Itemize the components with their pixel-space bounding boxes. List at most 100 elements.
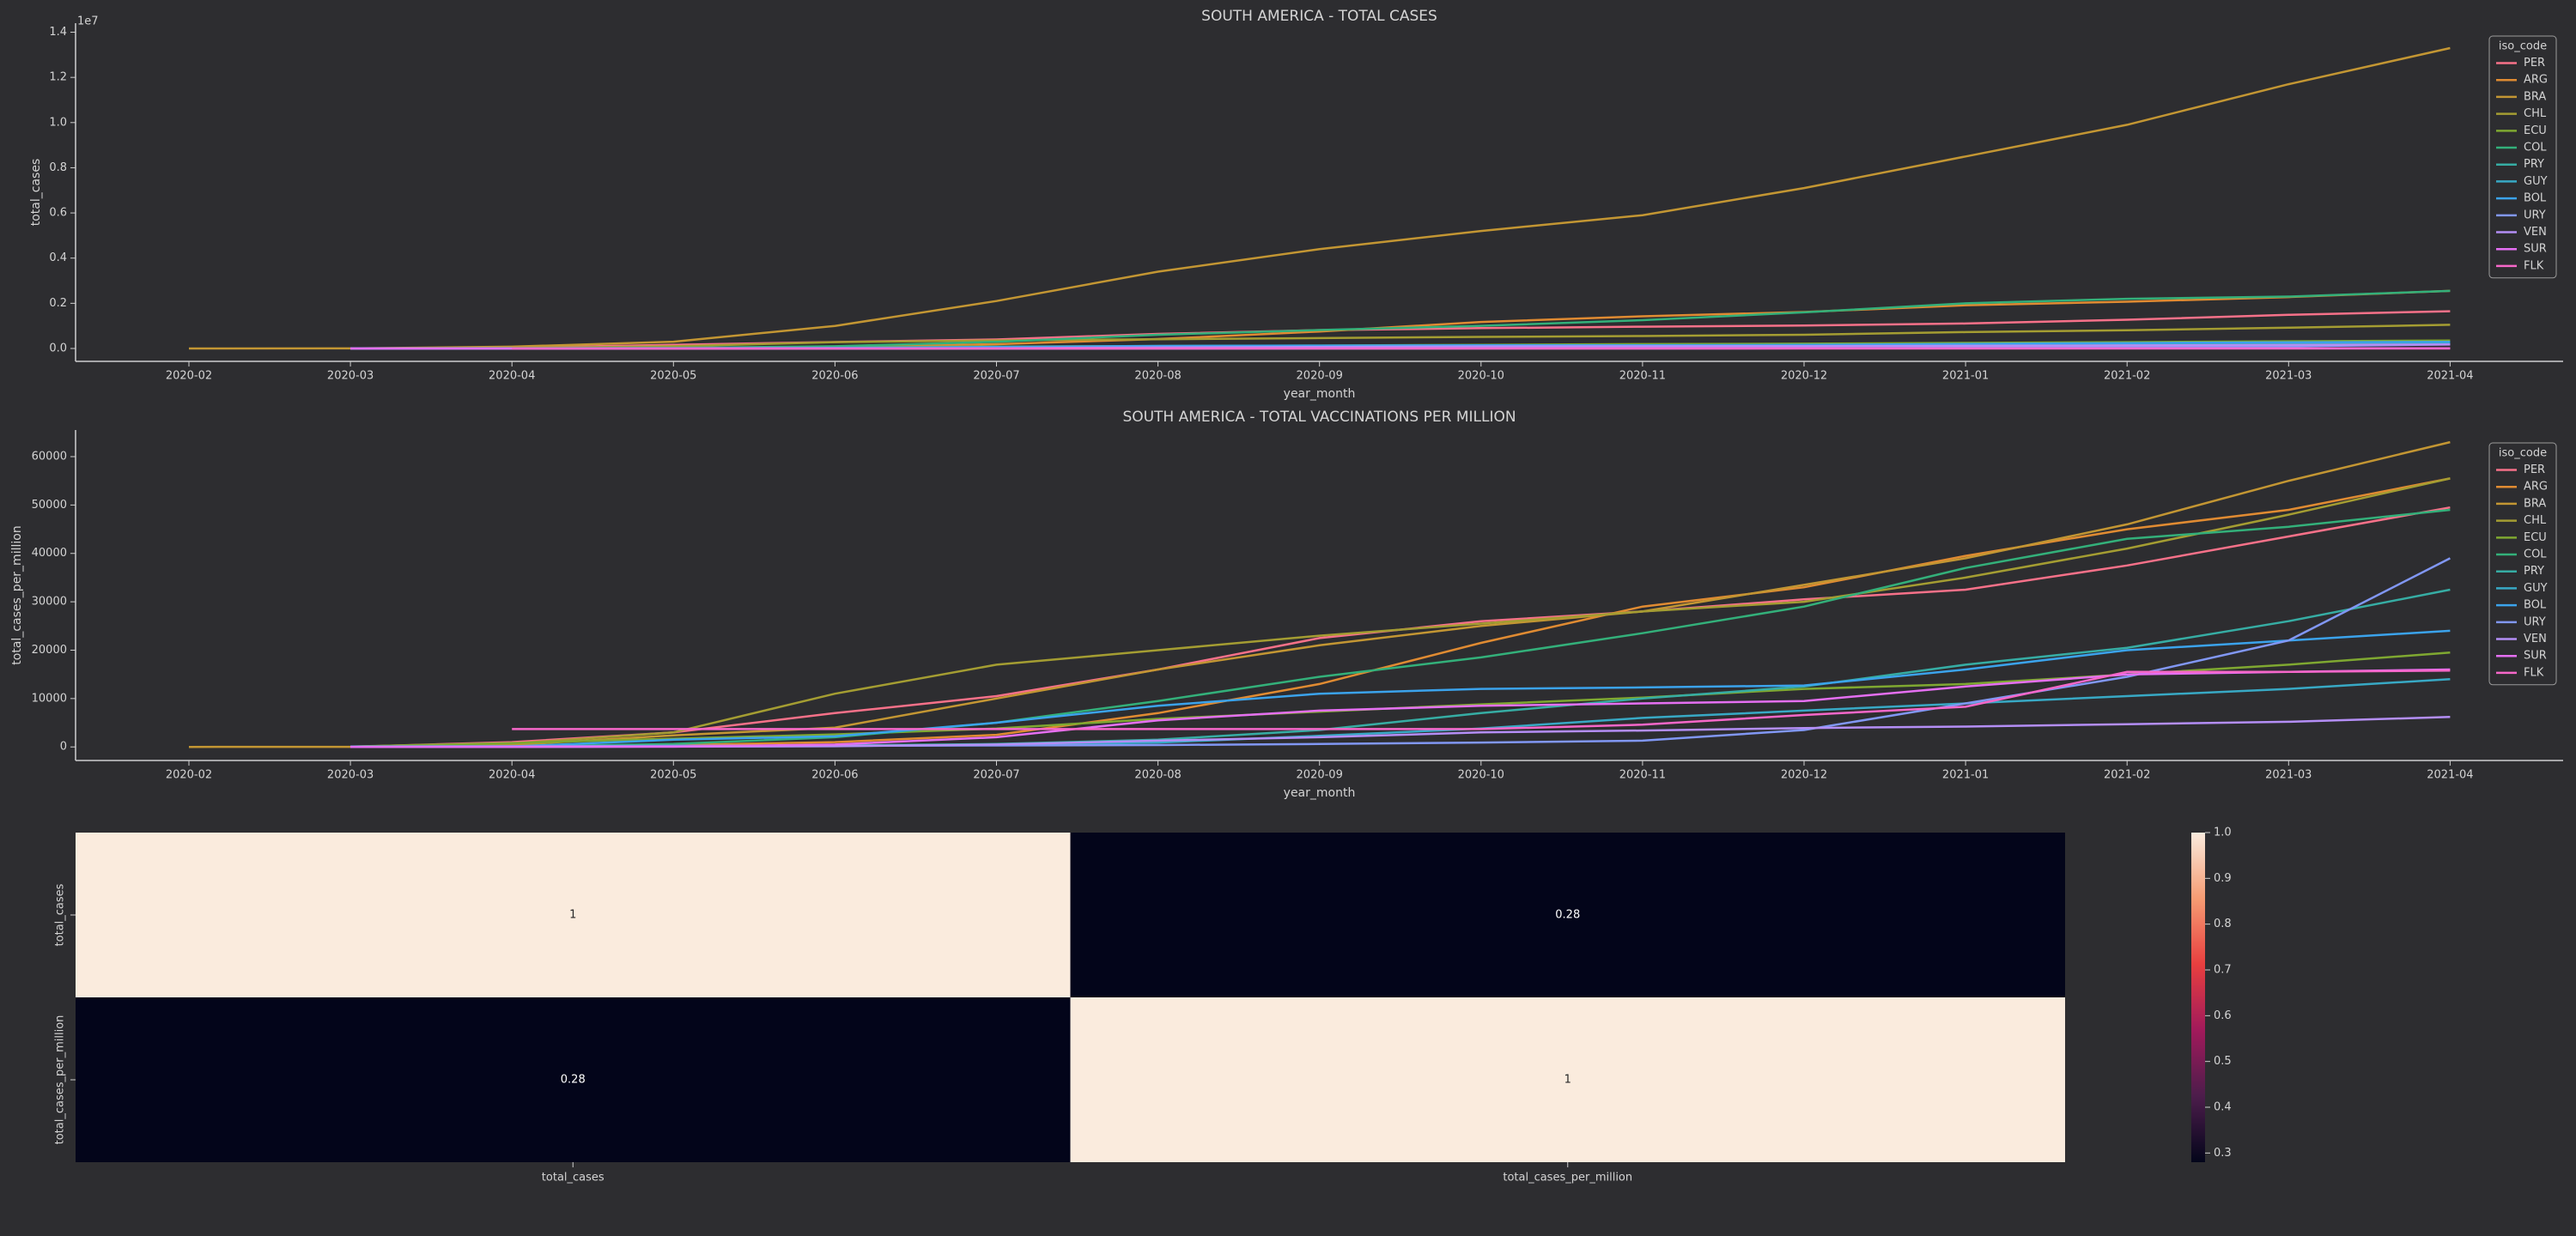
x-tick-label: total_cases_per_million bbox=[1503, 1172, 1632, 1184]
legend-label: ARG bbox=[2524, 74, 2548, 87]
series-line bbox=[350, 324, 2451, 350]
legend-label: ECU bbox=[2524, 124, 2547, 137]
x-axis-label: year_month bbox=[1284, 786, 1356, 800]
legend-label: PRY bbox=[2524, 565, 2544, 578]
x-tick-label: 2020-06 bbox=[811, 769, 858, 782]
colorbar-tick-label: 0.4 bbox=[2214, 1101, 2232, 1114]
colorbar-tick-label: 0.9 bbox=[2214, 872, 2232, 885]
legend-label: URY bbox=[2524, 209, 2546, 221]
legend-label: SUR bbox=[2524, 650, 2547, 663]
y-tick-label: 1.4 bbox=[49, 26, 67, 39]
x-tick-label: 2020-05 bbox=[650, 370, 696, 383]
legend-label: GUY bbox=[2524, 582, 2548, 595]
series-line bbox=[512, 669, 2451, 730]
x-tick-label: 2021-02 bbox=[2104, 370, 2150, 383]
series-line bbox=[350, 668, 2451, 748]
legend-label: BRA bbox=[2524, 90, 2546, 103]
x-tick-label: 2020-12 bbox=[1781, 769, 1827, 782]
colorbar-tick-label: 0.3 bbox=[2214, 1147, 2232, 1160]
chart-title: SOUTH AMERICA - TOTAL CASES bbox=[1201, 8, 1437, 25]
legend-label: URY bbox=[2524, 615, 2546, 628]
y-tick-label: 1.0 bbox=[49, 116, 67, 129]
y-tick-label: 30000 bbox=[32, 596, 67, 609]
legend-label: PRY bbox=[2524, 158, 2544, 171]
legend: iso_code PER ARG BRA CHL ECU COL PRY GUY BOL URY VE… bbox=[2488, 442, 2557, 686]
legend-label: VEN bbox=[2524, 633, 2547, 645]
legend: iso_code PER ARG BRA CHL ECU COL PRY GUY BOL URY VE… bbox=[2488, 35, 2557, 279]
colorbar-tick-label: 0.6 bbox=[2214, 1009, 2232, 1022]
x-tick-label: 2020-03 bbox=[327, 370, 374, 383]
legend-box bbox=[2488, 35, 2557, 279]
series-line bbox=[350, 310, 2451, 350]
y-tick-label: 0.0 bbox=[49, 342, 67, 354]
y-axis-label: total_cases bbox=[29, 159, 43, 227]
series-line bbox=[188, 46, 2451, 350]
y-tick-label: 1.2 bbox=[49, 71, 67, 84]
legend-title: iso_code bbox=[2499, 446, 2547, 459]
x-tick-label: 2020-10 bbox=[1458, 370, 1504, 383]
x-tick-label: 2021-04 bbox=[2427, 370, 2473, 383]
series-line bbox=[350, 629, 2451, 748]
y-tick-label: 20000 bbox=[32, 644, 67, 657]
legend-label: BRA bbox=[2524, 497, 2546, 510]
colorbar bbox=[2191, 833, 2205, 1162]
x-axis-label: year_month bbox=[1284, 387, 1356, 401]
x-tick-label: 2020-04 bbox=[489, 370, 535, 383]
legend-label: ARG bbox=[2524, 481, 2548, 494]
x-tick-label: 2021-01 bbox=[1942, 370, 1989, 383]
legend-label: GUY bbox=[2524, 175, 2548, 188]
y-tick-label: 0.8 bbox=[49, 161, 67, 174]
y-tick-label: 10000 bbox=[32, 692, 67, 705]
series-line bbox=[350, 557, 2451, 748]
colorbar-tick-label: 0.5 bbox=[2214, 1055, 2232, 1068]
y-axis-label: total_cases_per_million bbox=[10, 525, 24, 664]
colorbar-tick-label: 0.8 bbox=[2214, 918, 2232, 930]
cell-annotation: 1 bbox=[569, 909, 576, 922]
heatmap-cell bbox=[1070, 833, 2065, 997]
x-tick-label: 2020-07 bbox=[973, 370, 1019, 383]
legend-box bbox=[2488, 442, 2557, 686]
x-tick-label: 2020-10 bbox=[1458, 769, 1504, 782]
x-tick-label: 2021-03 bbox=[2265, 370, 2312, 383]
y-tick-label: 0.6 bbox=[49, 207, 67, 220]
x-tick-label: 2020-02 bbox=[166, 370, 212, 383]
legend-label: VEN bbox=[2524, 226, 2547, 239]
x-tick-label: 2020-02 bbox=[166, 769, 212, 782]
legend-label: FLK bbox=[2524, 259, 2544, 272]
legend-label: CHL bbox=[2524, 514, 2547, 527]
legend-label: CHL bbox=[2524, 107, 2547, 120]
series-line bbox=[350, 477, 2451, 748]
legend-label: BOL bbox=[2524, 192, 2547, 205]
x-tick-label: total_cases bbox=[542, 1172, 605, 1184]
x-tick-label: 2020-08 bbox=[1134, 370, 1181, 383]
y-tick-label: total_cases bbox=[54, 883, 67, 946]
y-tick-label: 0.2 bbox=[49, 297, 67, 310]
x-tick-label: 2021-04 bbox=[2427, 769, 2473, 782]
x-tick-label: 2020-11 bbox=[1619, 769, 1666, 782]
legend-label: PER bbox=[2524, 57, 2545, 70]
y-tick-label: 40000 bbox=[32, 547, 67, 560]
cell-annotation: 0.28 bbox=[561, 1074, 586, 1087]
y-tick-label: 0.4 bbox=[49, 251, 67, 264]
legend-label: SUR bbox=[2524, 243, 2547, 256]
colorbar-tick-label: 0.7 bbox=[2214, 964, 2232, 977]
heatmap-cell bbox=[1070, 997, 2065, 1162]
cell-annotation: 1 bbox=[1564, 1074, 1571, 1087]
x-tick-label: 2020-05 bbox=[650, 769, 696, 782]
x-tick-label: 2020-03 bbox=[327, 769, 374, 782]
x-tick-label: 2020-09 bbox=[1297, 370, 1343, 383]
heatmap-cell bbox=[76, 997, 1071, 1162]
legend-title: iso_code bbox=[2499, 39, 2547, 52]
x-tick-label: 2020-08 bbox=[1134, 769, 1181, 782]
x-tick-label: 2020-04 bbox=[489, 769, 535, 782]
x-tick-label: 2021-02 bbox=[2104, 769, 2150, 782]
x-tick-label: 2020-06 bbox=[811, 370, 858, 383]
chart-title: SOUTH AMERICA - TOTAL VACCINATIONS PER M… bbox=[1122, 409, 1516, 426]
series-line bbox=[350, 506, 2451, 748]
heatmap-cell bbox=[76, 833, 1071, 997]
x-tick-label: 2020-12 bbox=[1781, 370, 1827, 383]
legend-label: COL bbox=[2524, 142, 2547, 154]
y-tick-label: total_cases_per_million bbox=[54, 1015, 67, 1145]
